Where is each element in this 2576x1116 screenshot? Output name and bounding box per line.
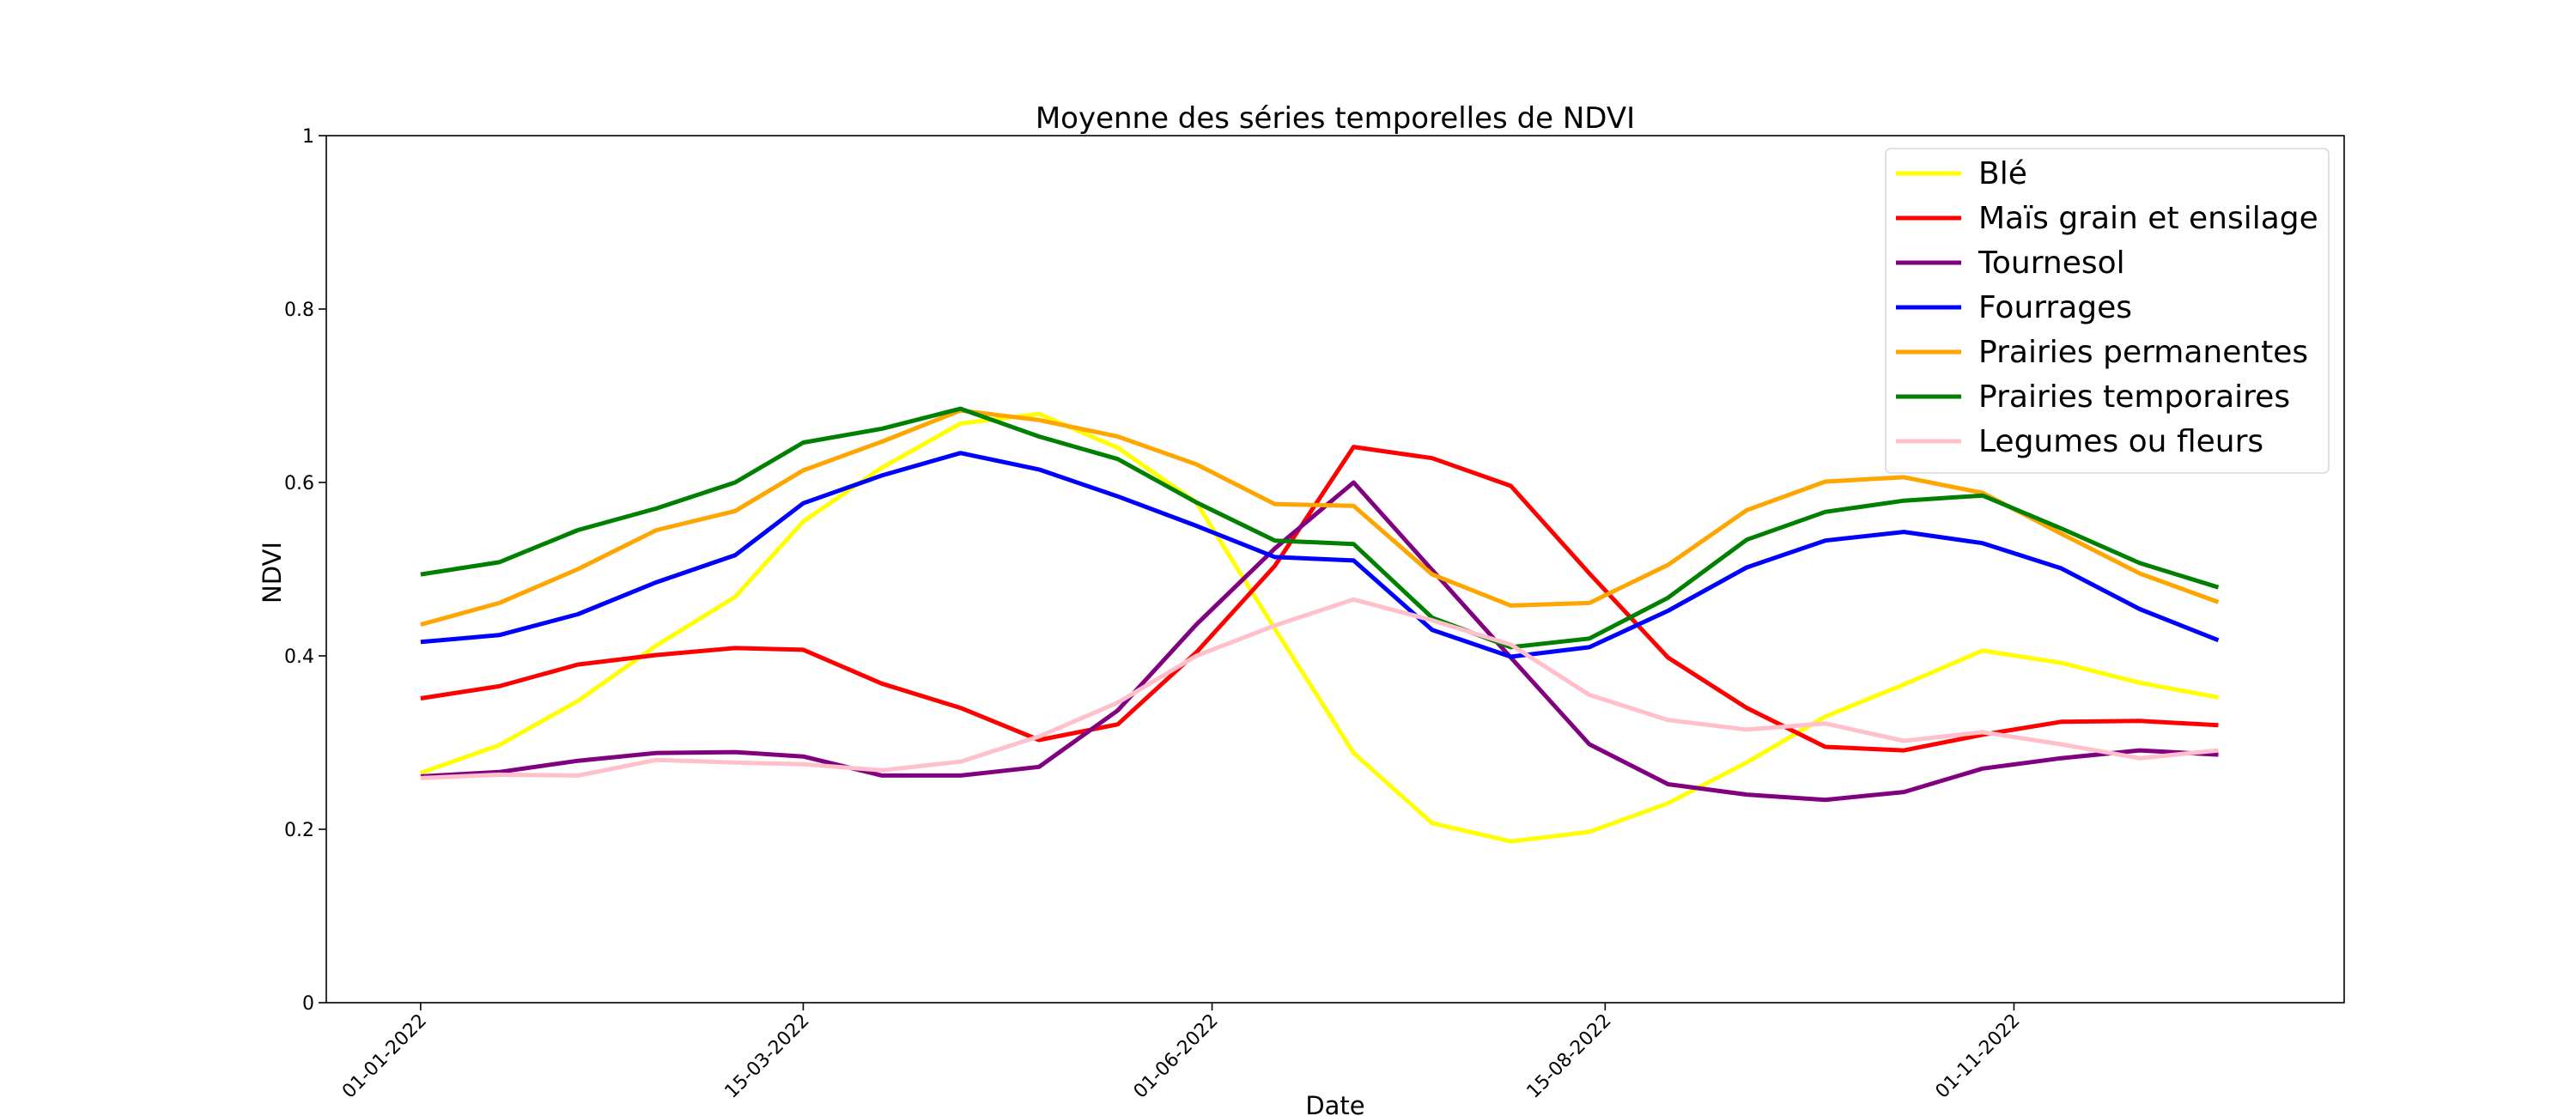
legend-label: Fourrages: [1978, 290, 2132, 325]
chart-title: Moyenne des séries temporelles de NDVI: [1036, 101, 1635, 136]
legend: Blé Maïs grain et ensilage Tournesol Fourra…: [1885, 148, 2330, 474]
series-line-3: [420, 451, 2220, 659]
legend-label: Legumes ou fleurs: [1978, 424, 2263, 459]
y-tick-label: 0.2: [284, 820, 314, 841]
y-tick-label: 1: [302, 126, 314, 148]
y-axis-ticks: 0 0.2 0.4 0.6 0.8 1: [284, 126, 326, 1015]
series-line-1: [420, 445, 2219, 753]
y-tick-label: 0: [302, 993, 314, 1015]
series-line-4: [420, 408, 2220, 628]
legend-label: Maïs grain et ensilage: [1978, 201, 2318, 236]
series-line-0: [420, 411, 2219, 844]
x-tick-label: 15-03-2022: [721, 1010, 814, 1103]
y-tick-label: 0.4: [284, 646, 314, 668]
x-axis-ticks: 01-01-2022 15-03-2022 01-06-2022 15-08-2022…: [338, 1003, 2025, 1103]
plot-frame: [325, 135, 2345, 1004]
legend-label: Prairies temporaires: [1978, 379, 2290, 415]
x-tick-label: 01-11-2022: [1932, 1010, 2025, 1103]
legend-box: [1885, 148, 2330, 474]
y-axis-label: NDVI: [258, 542, 287, 603]
x-axis-label: Date: [1305, 1091, 1364, 1116]
y-tick-label: 0.8: [284, 300, 314, 321]
x-tick-label: 15-08-2022: [1523, 1010, 1616, 1103]
legend-label: Prairies permanentes: [1978, 335, 2308, 370]
series-line-5: [420, 406, 2220, 650]
plot-area: [325, 135, 2345, 1004]
legend-label: Tournesol: [1978, 246, 2125, 281]
x-tick-label: 01-01-2022: [338, 1010, 431, 1103]
x-tick-label: 01-06-2022: [1130, 1010, 1223, 1103]
legend-label: Blé: [1978, 156, 2027, 191]
series-line-2: [420, 480, 2219, 803]
y-tick-label: 0.6: [284, 473, 314, 494]
series-line-6: [420, 597, 2219, 780]
